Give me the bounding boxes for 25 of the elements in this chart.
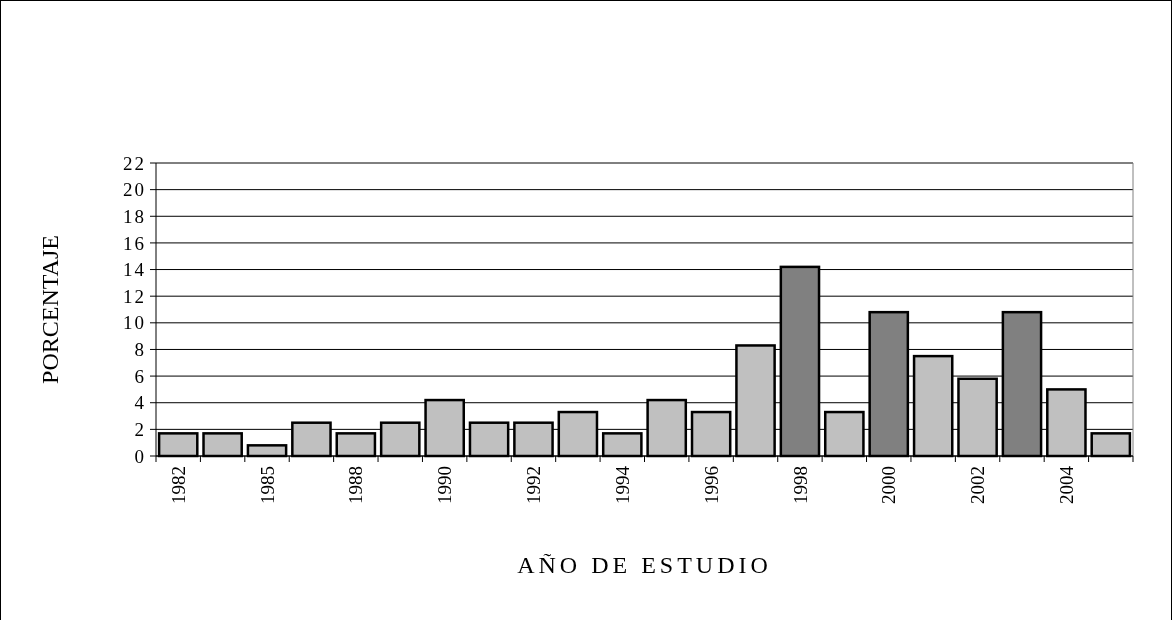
y-tick-label: 12 (123, 285, 146, 307)
x-tick-label: 1998 (789, 466, 811, 504)
y-tick-label: 10 (123, 312, 146, 334)
y-tick-label: 20 (123, 179, 146, 201)
y-tick-label: 18 (123, 205, 146, 227)
x-tick-label: 1992 (523, 466, 545, 504)
x-tick-label: 2002 (967, 466, 989, 504)
y-axis-title: PORCENTAJE (37, 235, 63, 384)
x-tick-label: 1990 (434, 466, 456, 504)
y-tick-label: 0 (134, 445, 146, 467)
y-tick-label: 16 (123, 232, 146, 254)
y-tick-label: 2 (134, 419, 146, 441)
y-tick-label: 22 (123, 152, 146, 174)
x-tick-label: 1994 (611, 465, 633, 504)
x-tick-label: 2000 (878, 466, 900, 504)
x-axis-title: AÑO DE ESTUDIO (517, 552, 772, 578)
x-tick-label: 1996 (700, 466, 722, 504)
y-tick-label: 14 (123, 259, 146, 281)
x-tick-label: 1988 (345, 466, 367, 504)
y-tick-label: 8 (134, 339, 146, 361)
x-tick-label: 1985 (256, 466, 278, 504)
x-tick-label: 1982 (167, 466, 189, 504)
x-tick-label: 2004 (1056, 465, 1078, 504)
y-tick-label: 4 (134, 392, 146, 414)
y-tick-label: 6 (134, 365, 146, 387)
